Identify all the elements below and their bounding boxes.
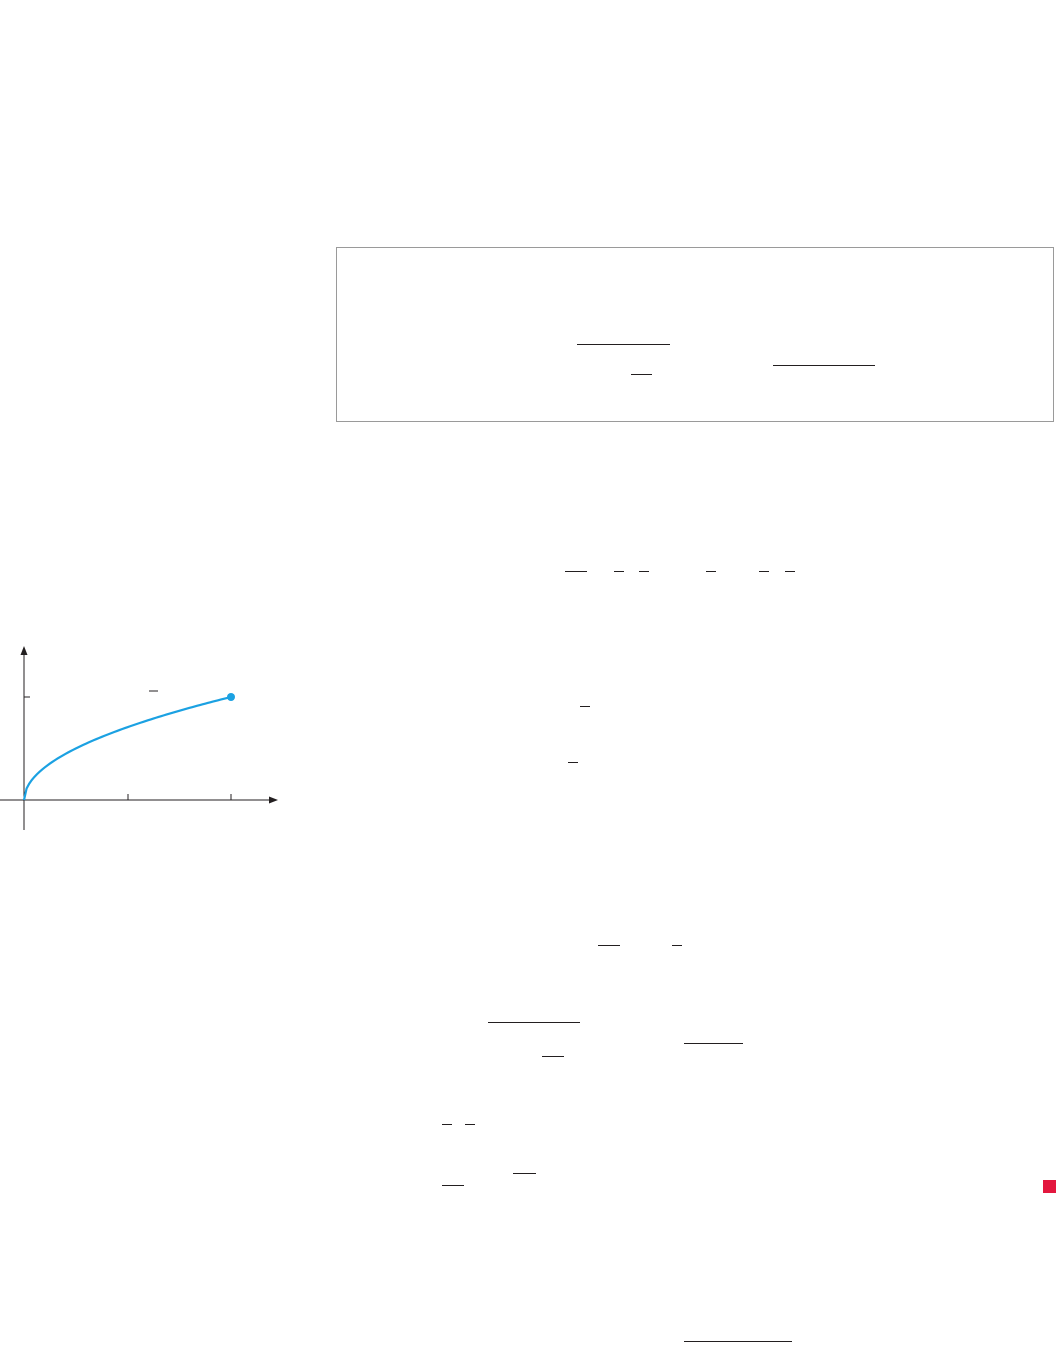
formula-box <box>336 247 1054 422</box>
radical-bar <box>773 365 875 366</box>
fraction-bar <box>759 571 769 572</box>
fraction-bar <box>785 571 795 572</box>
radical-bar <box>488 1022 580 1023</box>
fraction-bar <box>442 1124 452 1125</box>
fraction-bar <box>465 1124 475 1125</box>
fraction-bar <box>672 945 682 946</box>
radical-bar <box>684 1043 743 1044</box>
fraction-bar <box>598 945 620 946</box>
fraction-bar <box>614 571 624 572</box>
x-axis-arrow <box>269 796 278 804</box>
radical-bar <box>577 344 670 345</box>
radical-bar <box>513 1173 536 1174</box>
fraction-bar <box>568 762 578 763</box>
radical-bar <box>684 1341 792 1342</box>
curve <box>22 695 232 801</box>
fraction-bar <box>580 706 590 707</box>
margin-figure <box>0 646 278 830</box>
fraction-bar <box>639 571 649 572</box>
fraction-bar <box>706 571 716 572</box>
end-of-example-marker <box>1043 1180 1056 1193</box>
curve-endpoint <box>227 693 235 701</box>
y-axis-arrow <box>20 646 28 655</box>
fraction-bar <box>631 374 652 375</box>
fraction-bar <box>565 571 587 572</box>
fraction-bar <box>442 1185 464 1186</box>
fraction-bar <box>542 1056 564 1057</box>
axes <box>0 646 278 830</box>
